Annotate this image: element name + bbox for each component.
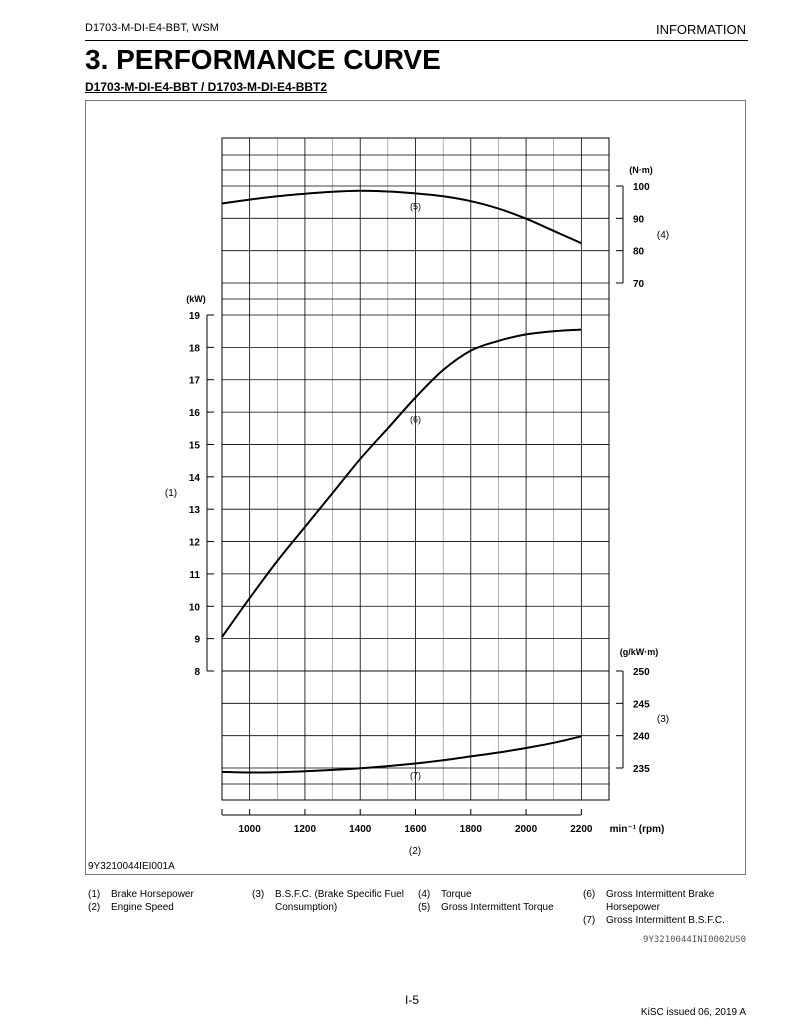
series-label: (6) (410, 415, 421, 425)
legend-text: Engine Speed (111, 902, 174, 913)
torque-axis-label: (4) (657, 230, 669, 241)
x-tick-label: 2000 (515, 824, 538, 835)
legend-num: (6) (583, 889, 596, 900)
torque-axis-unit: (N·m) (629, 165, 653, 175)
power-axis-unit: (kW) (186, 294, 206, 304)
power-tick-label: 8 (194, 667, 200, 678)
x-tick-label: 1400 (349, 824, 372, 835)
figure-code: 9Y3210044IEI001A (88, 861, 175, 872)
page-subtitle: D1703-M-DI-E4-BBT / D1703-M-DI-E4-BBT2 (85, 80, 328, 94)
legend-num: (1) (88, 889, 101, 900)
power-axis-label: (1) (165, 488, 177, 499)
series-line-6 (221, 328, 582, 638)
legend-num: (7) (583, 915, 596, 926)
page-number: I-5 (405, 993, 420, 1007)
series-label: (7) (410, 770, 421, 780)
legend-text: Brake Horsepower (111, 889, 194, 900)
legend-text: Gross Intermittent Brake Horsepower (606, 889, 715, 913)
legend-num: (4) (418, 889, 431, 900)
bsfc-tick-label: 245 (633, 699, 650, 710)
doc-code: 9Y3210044INI0002US0 (643, 935, 746, 945)
series-line-5 (221, 189, 582, 245)
torque-tick-label: 100 (633, 182, 650, 193)
power-tick-label: 17 (189, 376, 201, 387)
bsfc-tick-label: 250 (633, 667, 650, 678)
x-axis-label: (2) (409, 846, 421, 857)
power-tick-label: 10 (189, 602, 201, 613)
torque-tick-label: 70 (633, 279, 645, 290)
chart-frame: 8 9 10 11 12 13 14 15 16 17 18 19 (kW) (1) 70 80 90 100 (N… (85, 100, 746, 875)
header-section: INFORMATION (655, 22, 746, 37)
x-tick-label: 2200 (570, 824, 593, 835)
power-tick-label: 14 (189, 473, 201, 484)
x-tick-label: 1000 (239, 824, 262, 835)
power-tick-label: 11 (189, 570, 200, 581)
power-tick-label: 9 (194, 635, 200, 646)
x-tick-label: 1200 (294, 824, 317, 835)
legend-text: Gross Intermittent B.S.F.C. (606, 915, 725, 926)
page-title: 3. PERFORMANCE CURVE (85, 44, 441, 75)
performance-chart: 8 9 10 11 12 13 14 15 16 17 18 19 (kW) (1) 70 80 90 100 (N… (165, 137, 669, 857)
header-divider (85, 40, 748, 41)
power-tick-label: 12 (189, 538, 201, 549)
legend-text: Gross Intermittent Torque (441, 902, 554, 913)
series-label: (5) (410, 201, 421, 211)
legend-num: (5) (418, 902, 431, 913)
x-tick-label: 1800 (460, 824, 483, 835)
power-tick-label: 16 (189, 408, 201, 419)
power-tick-label: 18 (189, 343, 201, 354)
series-line-7 (221, 735, 582, 774)
legend-num: (3) (252, 889, 265, 900)
series: (5) (6) (7) (221, 189, 582, 780)
legend-num: (2) (88, 902, 101, 913)
legend-text: Torque (441, 889, 472, 900)
x-axis-unit: min⁻¹ (rpm) (610, 824, 665, 835)
power-tick-label: 13 (189, 505, 201, 516)
bsfc-tick-label: 240 (633, 732, 650, 743)
bsfc-axis-unit: (g/kW·m) (620, 647, 659, 657)
power-tick-label: 15 (189, 440, 201, 451)
bsfc-axis-label: (3) (657, 714, 669, 725)
axes: 8 9 10 11 12 13 14 15 16 17 18 19 (kW) (1) 70 80 90 100 (N… (165, 165, 669, 857)
legend-text: B.S.F.C. (Brake Specific Fuel Consumptio… (275, 889, 404, 913)
bsfc-tick-label: 235 (633, 764, 650, 775)
grid (221, 137, 610, 801)
power-tick-label: 19 (189, 311, 201, 322)
torque-tick-label: 80 (633, 247, 645, 258)
issue-note: KiSC issued 06, 2019 A (640, 1007, 746, 1018)
torque-tick-label: 90 (633, 214, 645, 225)
header-doc-id: D1703-M-DI-E4-BBT, WSM (85, 22, 219, 34)
x-tick-label: 1600 (404, 824, 427, 835)
